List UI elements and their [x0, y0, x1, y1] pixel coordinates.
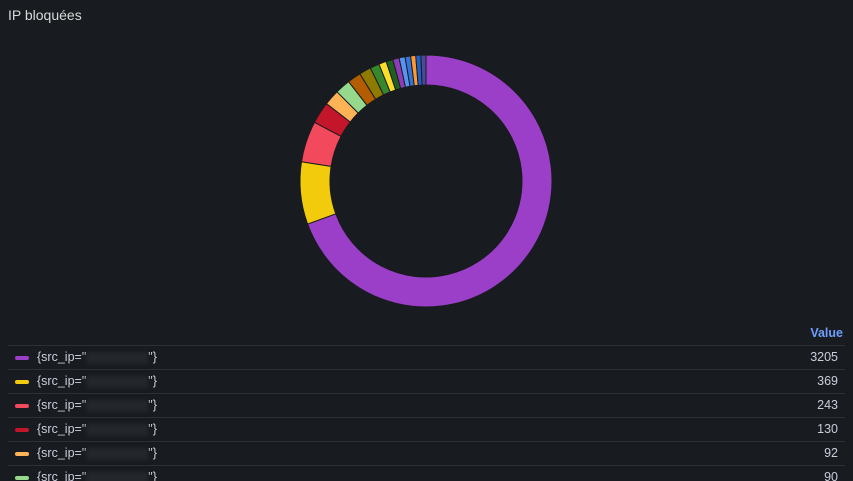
- legend-swatch: [15, 452, 29, 456]
- redacted-ip: [86, 423, 149, 436]
- label-prefix: {src_ip=": [37, 470, 87, 481]
- donut-slice[interactable]: [306, 54, 553, 308]
- label-suffix: "}: [148, 446, 157, 460]
- legend-value: 243: [817, 398, 838, 412]
- label-suffix: "}: [148, 422, 157, 436]
- label-suffix: "}: [148, 374, 157, 388]
- legend-row[interactable]: {src_ip=" "} 3205: [8, 346, 845, 370]
- legend-swatch: [15, 380, 29, 384]
- legend-row[interactable]: {src_ip=" "} 130: [8, 418, 845, 442]
- donut-slice[interactable]: [420, 54, 427, 86]
- label-suffix: "}: [148, 350, 157, 364]
- label-prefix: {src_ip=": [37, 446, 87, 460]
- legend-label: {src_ip=" "}: [37, 370, 157, 393]
- legend-label: {src_ip=" "}: [37, 394, 157, 417]
- legend-label: {src_ip=" "}: [37, 442, 157, 465]
- legend-swatch: [15, 428, 29, 432]
- panel-title: IP bloquées: [8, 7, 82, 23]
- legend-row[interactable]: {src_ip=" "} 369: [8, 370, 845, 394]
- legend-swatch: [15, 476, 29, 480]
- label-prefix: {src_ip=": [37, 398, 87, 412]
- redacted-ip: [86, 351, 149, 364]
- redacted-ip: [86, 471, 149, 481]
- label-suffix: "}: [148, 470, 157, 481]
- legend-row[interactable]: {src_ip=" "} 243: [8, 394, 845, 418]
- legend-value: 130: [817, 422, 838, 436]
- redacted-ip: [86, 447, 149, 460]
- legend-label: {src_ip=" "}: [37, 466, 157, 481]
- redacted-ip: [86, 399, 149, 412]
- redacted-ip: [86, 375, 149, 388]
- legend-label: {src_ip=" "}: [37, 346, 157, 369]
- label-prefix: {src_ip=": [37, 350, 87, 364]
- legend-header: Value: [8, 322, 845, 346]
- legend-row[interactable]: {src_ip=" "} 92: [8, 442, 845, 466]
- legend-label: {src_ip=" "}: [37, 418, 157, 441]
- label-prefix: {src_ip=": [37, 374, 87, 388]
- legend-swatch: [15, 404, 29, 408]
- label-prefix: {src_ip=": [37, 422, 87, 436]
- legend-value: 92: [824, 446, 838, 460]
- donut-chart: [299, 54, 553, 308]
- legend-value: 369: [817, 374, 838, 388]
- legend-table: Value {src_ip=" "} 3205 {src_ip=" "} 369 {src_…: [8, 322, 845, 481]
- label-suffix: "}: [148, 398, 157, 412]
- legend-value: 3205: [810, 350, 838, 364]
- legend-swatch: [15, 356, 29, 360]
- donut-slice[interactable]: [299, 161, 337, 225]
- legend-row[interactable]: {src_ip=" "} 90: [8, 466, 845, 481]
- legend-value: 90: [824, 470, 838, 481]
